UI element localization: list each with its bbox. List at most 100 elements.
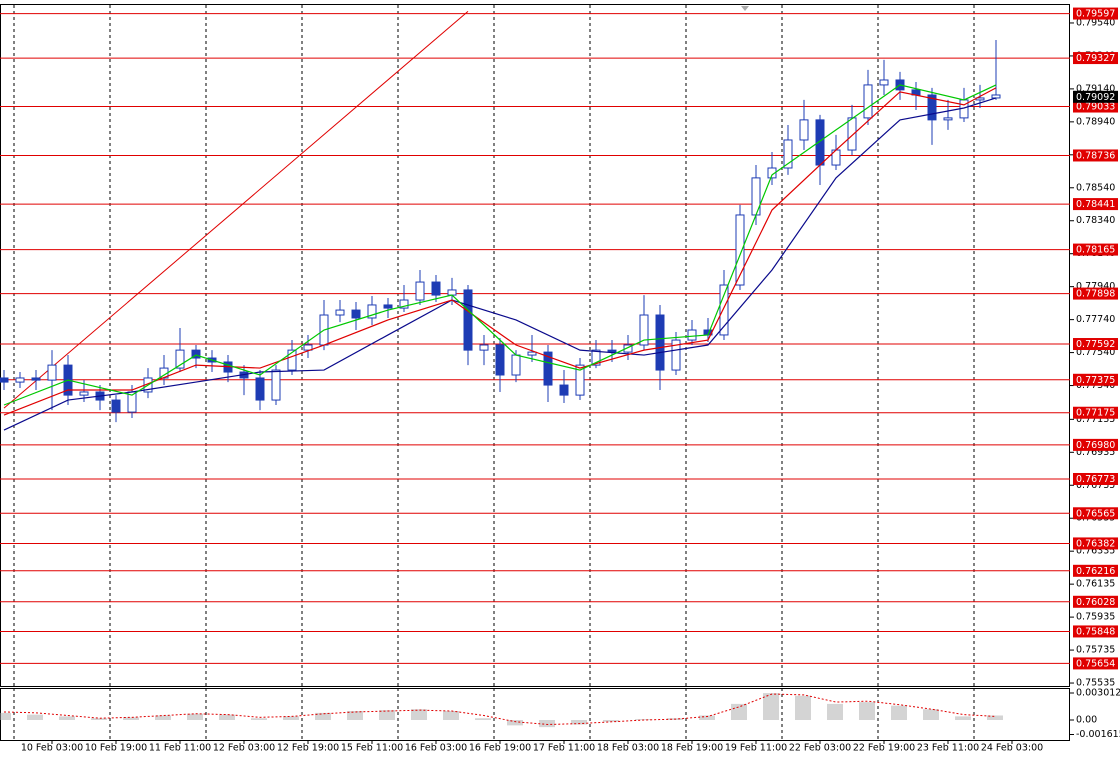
candle-body [303, 344, 313, 351]
candle-body [655, 314, 665, 371]
candle-body [591, 349, 601, 366]
moving-average [3, 97, 997, 431]
candle-body [991, 94, 1001, 99]
candle-body [47, 364, 57, 381]
y-tick-label: 0.76135 [1076, 579, 1115, 590]
level-label: 0.78165 [1076, 245, 1115, 256]
oscillator-signal [3, 693, 997, 725]
y-tick-label: 0.75935 [1076, 612, 1115, 623]
level-label: 0.78441 [1076, 199, 1115, 210]
x-tick-label: 16 Feb 03:00 [405, 743, 467, 754]
candle-body [799, 119, 809, 141]
bid-label: 0.79092 [1076, 92, 1115, 103]
y-tick-label: 0.78540 [1076, 182, 1115, 193]
candle-body [191, 349, 201, 359]
main-frame [0, 4, 1070, 687]
candle-body [351, 309, 361, 319]
x-tick-label: 22 Feb 03:00 [789, 743, 851, 754]
level-label-box [1073, 373, 1118, 386]
level-label: 0.78736 [1076, 150, 1115, 161]
x-tick-label: 17 Feb 11:00 [533, 743, 595, 754]
candle-body [575, 364, 585, 396]
x-tick-label: 16 Feb 19:00 [469, 743, 531, 754]
y-tick-label: 0.77135 [1076, 414, 1115, 425]
y-tick-label: 0.75735 [1076, 645, 1115, 656]
candle-body [527, 351, 537, 356]
candle-body [287, 349, 297, 371]
level-label: 0.77175 [1076, 408, 1115, 419]
candle-body [623, 344, 633, 353]
x-tick-label: 19 Feb 11:00 [725, 743, 787, 754]
bid-label-box [1073, 90, 1118, 103]
x-tick-label: 24 Feb 03:00 [981, 743, 1043, 754]
oscillator-y-tick-label: -0.001615 [1076, 729, 1120, 740]
level-label-box [1073, 625, 1118, 638]
level-label-box [1073, 52, 1118, 65]
level-label: 0.76382 [1076, 538, 1115, 549]
candle-body [927, 94, 937, 121]
y-tick-label: 0.79540 [1076, 17, 1115, 28]
level-label-box [1073, 243, 1118, 256]
x-tick-label: 12 Feb 19:00 [277, 743, 339, 754]
trendline [3, 11, 469, 409]
x-tick-label: 23 Feb 11:00 [917, 743, 979, 754]
candle-body [719, 284, 729, 336]
level-label: 0.75654 [1076, 658, 1115, 669]
candle-body [879, 79, 889, 86]
level-label: 0.79033 [1076, 102, 1115, 113]
x-tick-label: 15 Feb 11:00 [341, 743, 403, 754]
y-tick-label: 0.78940 [1076, 116, 1115, 127]
y-tick-label: 0.76735 [1076, 480, 1115, 491]
y-tick-label: 0.79140 [1076, 83, 1115, 94]
moving-average [3, 87, 997, 416]
candle-body [447, 289, 457, 296]
level-label-box [1073, 507, 1118, 520]
level-label-box [1073, 287, 1118, 300]
candle-body [175, 349, 185, 369]
y-tick-label: 0.76335 [1076, 546, 1115, 557]
candle-body [383, 304, 393, 309]
candle-body [479, 344, 489, 351]
x-tick-label: 10 Feb 03:00 [21, 743, 83, 754]
candle-body [943, 117, 953, 121]
candle-body [639, 314, 649, 346]
level-label-box [1073, 100, 1118, 113]
level-label-box [1073, 198, 1118, 211]
level-label-box [1073, 149, 1118, 162]
level-label-box [1073, 438, 1118, 451]
y-tick-label: 0.77740 [1076, 314, 1115, 325]
level-label: 0.76216 [1076, 566, 1115, 577]
vertical-grid [13, 5, 975, 740]
y-tick-label: 0.76935 [1076, 447, 1115, 458]
candle-body [543, 351, 553, 386]
candle-body [687, 329, 697, 341]
level-label-box [1073, 657, 1118, 670]
candle-body [783, 139, 793, 169]
candle-body [415, 281, 425, 301]
level-label-box [1073, 7, 1118, 20]
candle-body [335, 309, 345, 316]
candle-body [0, 377, 9, 383]
moving-average [3, 84, 997, 406]
level-label-box [1073, 595, 1118, 608]
level-label: 0.75848 [1076, 626, 1115, 637]
y-tick-label: 0.75535 [1076, 678, 1115, 689]
oscillator-y-tick-label: 0.00 [1076, 715, 1097, 726]
level-label-box [1073, 338, 1118, 351]
candle-body [495, 344, 505, 376]
level-label: 0.76028 [1076, 597, 1115, 608]
candle-body [111, 399, 121, 413]
level-label-box [1073, 564, 1118, 577]
x-tick-label: 11 Feb 11:00 [149, 743, 211, 754]
y-tick-label: 0.77940 [1076, 281, 1115, 292]
oscillator-y-tick-label: 0.003012 [1076, 688, 1120, 699]
candle-body [255, 377, 265, 401]
x-tick-label: 12 Feb 03:00 [213, 743, 275, 754]
level-label: 0.79327 [1076, 53, 1115, 64]
shift-marker [741, 6, 749, 11]
candle-body [767, 167, 777, 179]
candle-body [431, 281, 441, 296]
level-label: 0.76565 [1076, 508, 1115, 519]
